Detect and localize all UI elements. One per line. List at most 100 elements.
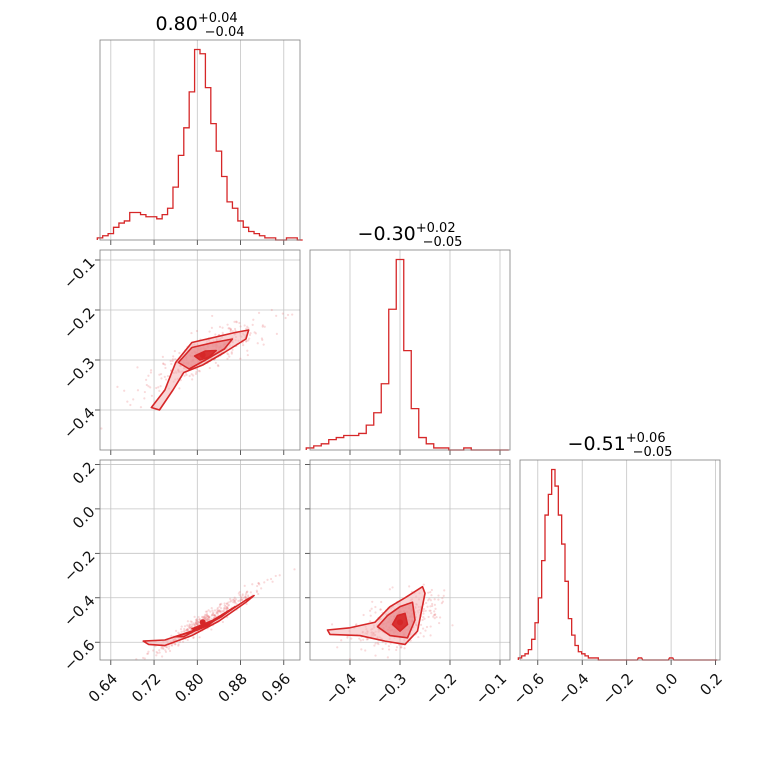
sample-point	[204, 618, 207, 621]
histogram-param-2: −0.6 −0.4 −0.2 0.0 0.2	[510, 459, 726, 708]
sample-point	[425, 625, 429, 629]
sample-point	[251, 323, 254, 326]
sample-point	[183, 627, 186, 631]
sample-point	[419, 632, 422, 635]
sample-point	[384, 642, 387, 645]
sample-point	[380, 600, 383, 604]
sample-point	[261, 325, 264, 328]
sample-point	[433, 613, 437, 616]
sample-point	[421, 618, 424, 622]
sample-point	[149, 371, 153, 374]
sample-point	[251, 583, 254, 586]
x-tick-label: −0.3	[372, 670, 410, 708]
sample-point	[422, 612, 425, 615]
sample-point	[186, 638, 189, 642]
sample-point	[192, 623, 195, 626]
sample-point	[422, 635, 425, 638]
sample-point	[218, 610, 221, 613]
sample-point	[218, 603, 222, 606]
sample-point	[136, 366, 139, 369]
sample-point	[201, 615, 204, 619]
sample-point	[181, 640, 185, 643]
sample-point	[336, 646, 339, 649]
sample-point	[220, 610, 223, 613]
sample-point	[165, 646, 169, 649]
density-peak	[397, 619, 403, 626]
sample-point	[229, 327, 232, 330]
sample-point	[284, 316, 287, 320]
sample-point	[214, 361, 217, 364]
sample-point	[374, 654, 377, 657]
sample-point	[174, 643, 177, 646]
sample-point	[247, 327, 250, 330]
sample-point	[188, 374, 191, 378]
sample-point	[162, 362, 165, 365]
sample-point	[245, 590, 248, 594]
sample-point	[160, 646, 163, 649]
sample-point	[368, 609, 372, 612]
sample-point	[160, 377, 163, 380]
title-param-1: −0.30+0.02 −0.05	[358, 221, 463, 250]
sample-point	[369, 620, 372, 623]
sample-point	[126, 400, 129, 403]
sample-point	[211, 609, 214, 612]
sample-point	[422, 610, 425, 613]
sample-point	[437, 594, 440, 597]
sample-point	[226, 352, 229, 355]
x-tick-label: −0.2	[599, 670, 637, 708]
panel-frame	[99, 39, 301, 241]
sample-point	[429, 625, 432, 628]
sample-point	[433, 617, 436, 620]
sample-point	[216, 606, 219, 610]
sample-point	[237, 592, 240, 595]
sample-point	[161, 355, 164, 358]
panel-frame	[309, 459, 511, 661]
sample-point	[237, 599, 240, 603]
sample-point	[186, 629, 189, 632]
sample-point	[156, 652, 159, 655]
sample-point	[196, 622, 199, 625]
sample-point	[243, 324, 246, 327]
sample-point	[255, 590, 259, 594]
sample-point	[185, 629, 188, 632]
sample-point	[233, 599, 236, 603]
sample-point	[360, 648, 363, 651]
sample-point	[212, 611, 215, 614]
sample-point	[374, 642, 377, 645]
sample-point	[146, 652, 149, 655]
sample-point	[182, 630, 185, 633]
histogram-step-line	[517, 468, 718, 661]
sample-point	[192, 622, 195, 625]
sample-point	[422, 607, 426, 611]
sample-point	[245, 602, 248, 606]
sample-point	[247, 339, 250, 342]
sample-point	[432, 613, 436, 617]
sample-point	[193, 615, 196, 618]
sample-point	[366, 638, 369, 641]
sample-point	[233, 599, 236, 603]
sample-point	[168, 649, 172, 653]
sample-point	[430, 594, 433, 597]
sample-point	[204, 613, 207, 616]
sample-point	[359, 639, 362, 642]
sample-point	[219, 611, 222, 614]
sample-point	[241, 593, 244, 596]
sample-point	[208, 330, 211, 333]
sample-point	[249, 591, 253, 594]
sample-point	[100, 427, 103, 430]
sample-point	[241, 594, 244, 597]
density-contour	[150, 329, 250, 411]
panel-frame	[519, 459, 721, 661]
sample-point	[293, 568, 296, 571]
sample-point	[443, 589, 446, 592]
sample-point	[218, 325, 222, 328]
sample-point	[275, 332, 278, 335]
sample-point	[227, 353, 230, 356]
sample-point	[136, 389, 140, 392]
sample-point	[362, 613, 365, 617]
panel-frame	[309, 249, 511, 451]
y-tick-label: 0.0	[69, 503, 99, 533]
sample-point	[262, 343, 265, 346]
sample-point	[229, 597, 232, 601]
sample-point	[244, 596, 247, 599]
